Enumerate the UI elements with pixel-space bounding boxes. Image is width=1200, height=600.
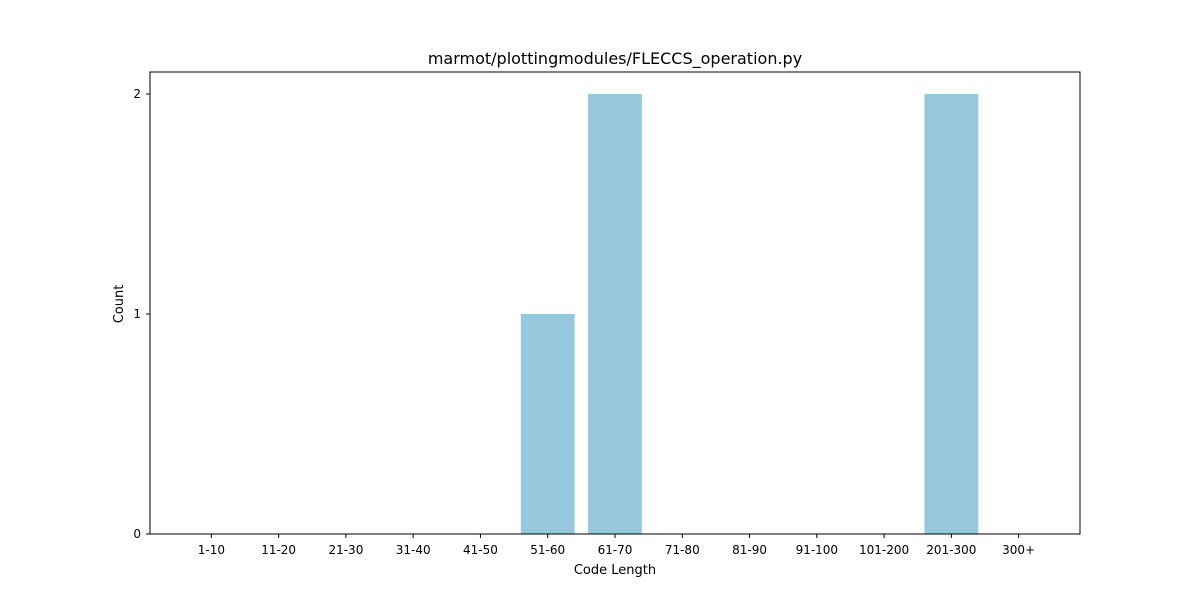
x-tick-label: 91-100 — [796, 543, 839, 557]
x-tick-label: 71-80 — [665, 543, 700, 557]
y-axis-label: Count — [112, 285, 127, 324]
x-tick-label: 61-70 — [598, 543, 633, 557]
chart-title: marmot/plottingmodules/FLECCS_operation.… — [428, 49, 802, 69]
axes-layer: 1-10 11-20 21-30 31-40 41-50 51-60 61-70 71-80 8… — [133, 71, 1081, 557]
x-tick-label: 1-10 — [198, 543, 225, 557]
x-tick-label: 81-90 — [732, 543, 767, 557]
x-tick-label: 101-200 — [859, 543, 909, 557]
x-tick-label: 41-50 — [463, 543, 498, 557]
bar-51-60 — [520, 314, 575, 534]
bars-layer — [520, 94, 979, 534]
x-axis-label: Code Length — [574, 563, 656, 578]
x-tick-label: 51-60 — [530, 543, 565, 557]
x-tick-label: 11-20 — [261, 543, 296, 557]
y-tick-label: 2 — [133, 87, 141, 101]
bar-201-300 — [924, 94, 979, 534]
x-tick-label: 31-40 — [396, 543, 431, 557]
bar-61-70 — [588, 94, 642, 534]
x-tick-label: 21-30 — [328, 543, 363, 557]
x-tick-label: 300+ — [1002, 543, 1035, 557]
y-tick-label: 1 — [133, 307, 141, 321]
y-tick-label: 0 — [133, 527, 141, 541]
x-tick-label: 201-300 — [926, 543, 976, 557]
